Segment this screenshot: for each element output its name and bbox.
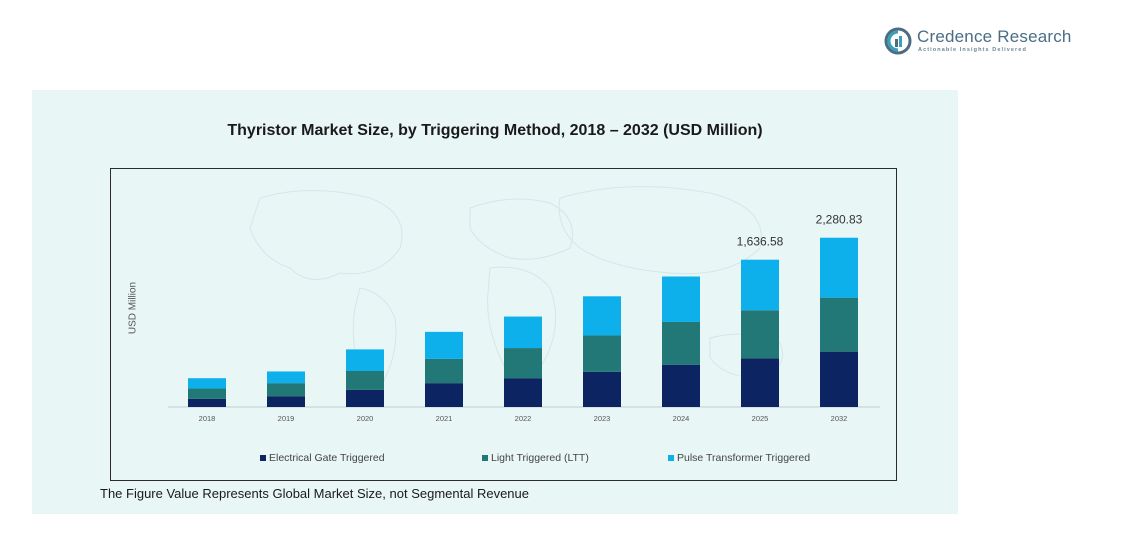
bar-2021-series-1	[425, 358, 463, 384]
legend-swatch-2	[668, 455, 674, 461]
bar-2018-series-0	[188, 398, 226, 407]
bar-2018-series-1	[188, 388, 226, 399]
y-axis-label: USD Million	[127, 281, 139, 335]
total-label-2025: 1,636.58	[737, 235, 784, 249]
legend-item-0: Electrical Gate Triggered	[260, 452, 385, 464]
x-tick-label-2021: 2021	[436, 414, 453, 423]
bar-2019-series-0	[267, 396, 305, 407]
bar-2022-series-1	[504, 348, 542, 379]
x-tick-label-2020: 2020	[357, 414, 374, 423]
bar-2019-series-1	[267, 383, 305, 397]
bar-2024-series-2	[662, 276, 700, 322]
legend-label-1: Light Triggered (LTT)	[491, 452, 589, 464]
legend-item-2: Pulse Transformer Triggered	[668, 452, 810, 464]
chart-legend: Electrical Gate Triggered Light Triggered…	[110, 452, 897, 466]
x-tick-label-2024: 2024	[673, 414, 690, 423]
brand-tagline: Actionable Insights Delivered	[918, 47, 1027, 53]
x-tick-label-2023: 2023	[594, 414, 611, 423]
bar-2023-series-2	[583, 296, 621, 336]
chart-panel	[32, 90, 958, 514]
x-tick-label-2019: 2019	[278, 414, 295, 423]
legend-label-2: Pulse Transformer Triggered	[677, 452, 811, 464]
bar-2024-series-0	[662, 364, 700, 407]
bar-2032-series-2	[820, 237, 858, 298]
legend-swatch-0	[260, 455, 266, 461]
bar-2032-series-1	[820, 297, 858, 352]
bar-2020-series-2	[346, 349, 384, 371]
chart-frame	[110, 168, 897, 481]
stacked-bar-chart: 2018 2019 2020 2021 2022 2023 2024 2025 2032 1,6…	[168, 186, 880, 423]
credence-research-logo: Credence Research Actionable Insights De…	[884, 27, 1074, 57]
bar-2024-series-1	[662, 321, 700, 365]
x-tick-label-2022: 2022	[515, 414, 532, 423]
bar-2025-series-0	[741, 358, 779, 407]
bar-2023-series-1	[583, 335, 621, 372]
legend-swatch-1	[482, 455, 488, 461]
x-tick-label-2032: 2032	[831, 414, 848, 423]
bar-2022-series-2	[504, 316, 542, 349]
legend-label-0: Electrical Gate Triggered	[269, 452, 385, 464]
legend-item-1: Light Triggered (LTT)	[482, 452, 589, 464]
bar-2020-series-1	[346, 371, 384, 390]
bar-2025-series-2	[741, 259, 779, 311]
bar-2018-series-2	[188, 378, 226, 389]
x-tick-label-2018: 2018	[199, 414, 216, 423]
globe-logo-icon	[884, 27, 912, 55]
footnote: The Figure Value Represents Global Marke…	[100, 486, 529, 501]
bar-2023-series-0	[583, 371, 621, 407]
bar-2021-series-2	[425, 331, 463, 359]
bar-2025-series-1	[741, 310, 779, 359]
x-tick-label-2025: 2025	[752, 414, 769, 423]
bar-2020-series-0	[346, 389, 384, 407]
brand-name: Credence Research	[917, 27, 1072, 46]
bar-2019-series-2	[267, 371, 305, 384]
bar-2032-series-0	[820, 351, 858, 407]
bar-2022-series-0	[504, 378, 542, 407]
total-label-2032: 2,280.83	[816, 213, 863, 227]
bar-2021-series-0	[425, 383, 463, 407]
chart-title: Thyristor Market Size, by Triggering Met…	[227, 122, 763, 139]
